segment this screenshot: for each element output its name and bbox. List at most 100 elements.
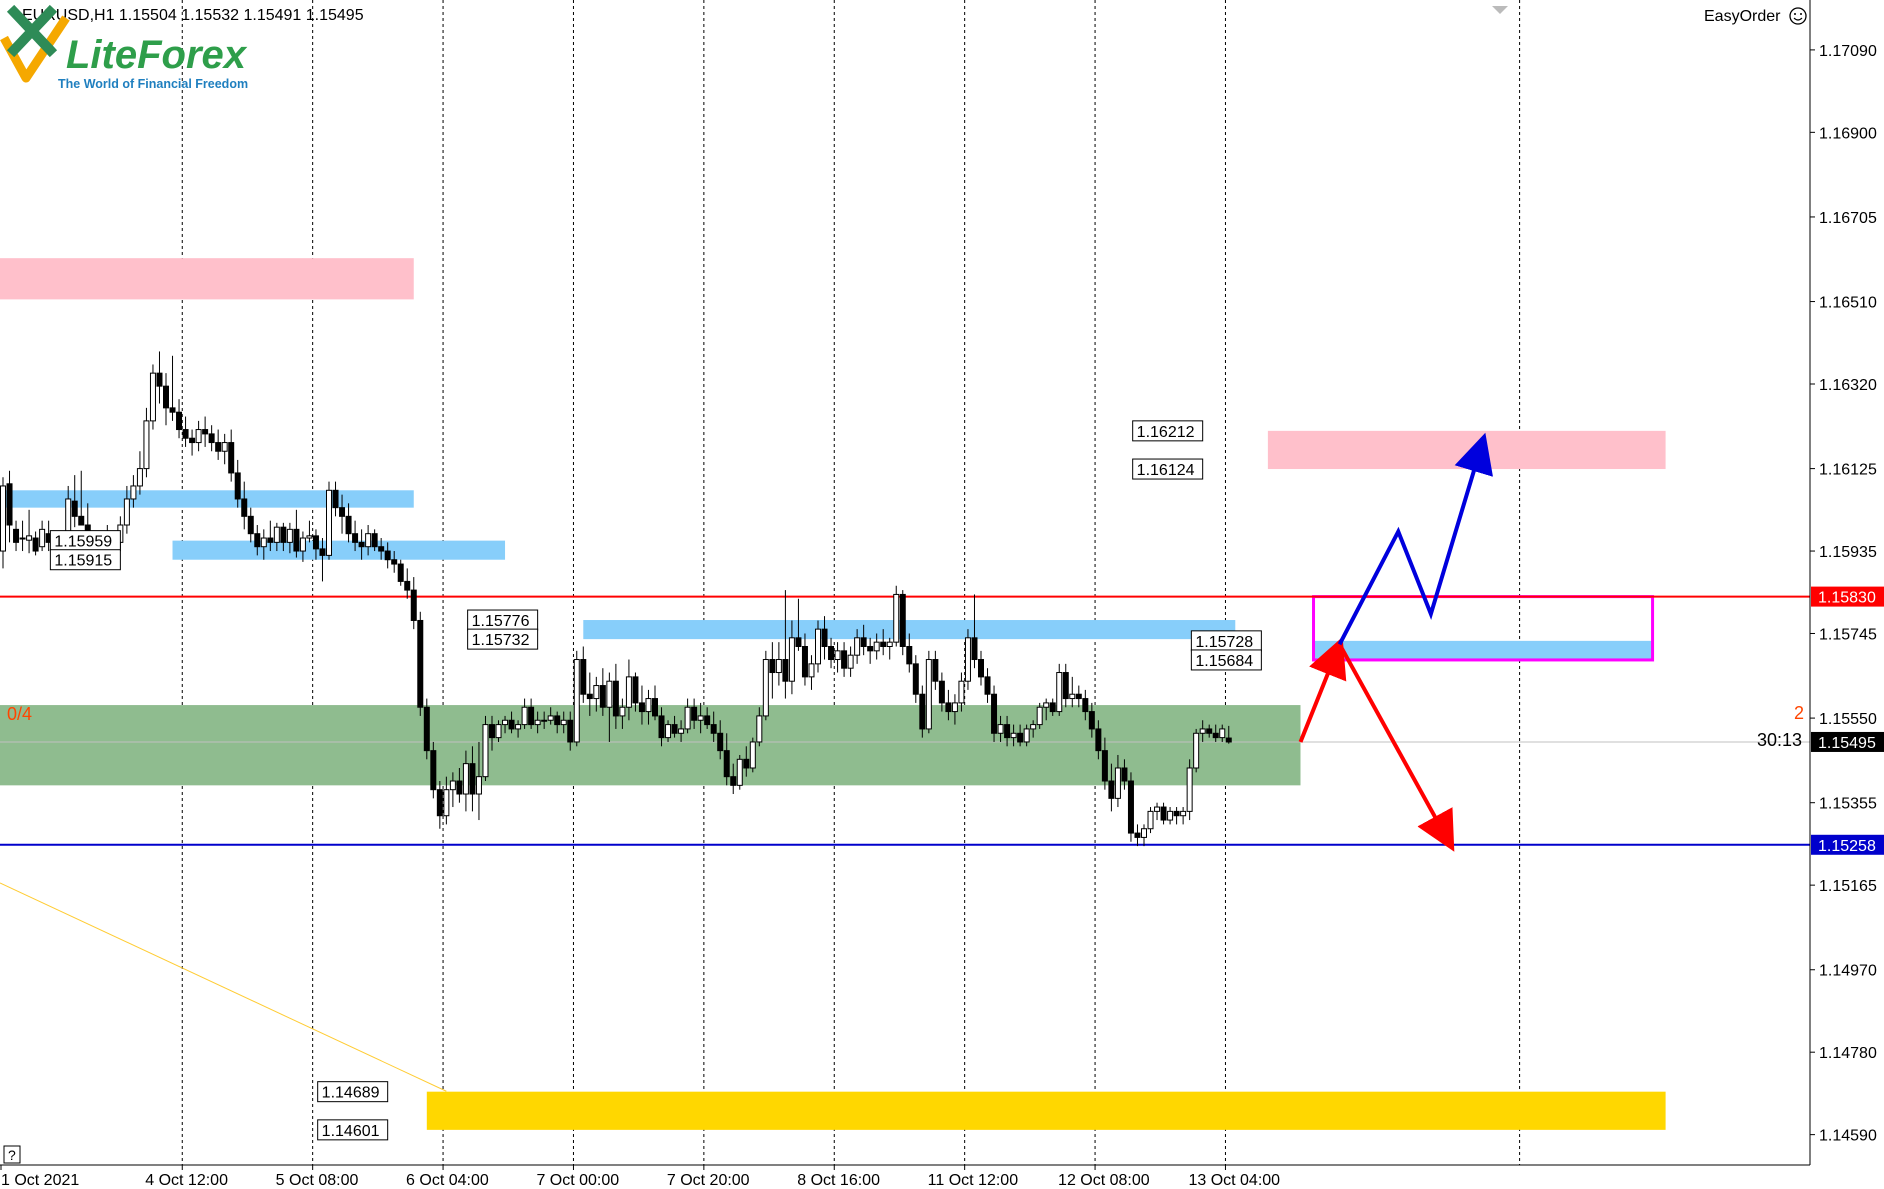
candle-up <box>1199 728 1206 734</box>
candle-up <box>1141 828 1147 838</box>
price-tag-label: 1.15830 <box>1818 590 1876 607</box>
candle-up <box>964 637 971 682</box>
trend-line <box>0 882 447 1092</box>
candle-down <box>312 535 319 550</box>
candle-up <box>788 637 795 682</box>
help-label[interactable]: ? <box>8 1147 16 1163</box>
candle-down <box>489 724 495 739</box>
logo-brand: LiteForex <box>66 33 248 77</box>
y-tick-label: 1.17090 <box>1819 43 1877 60</box>
candle-down <box>469 763 476 795</box>
candle-down <box>32 537 39 552</box>
pink-zone <box>0 258 414 300</box>
y-tick-label: 1.15355 <box>1819 796 1877 813</box>
candle-down <box>567 719 574 743</box>
candle-down <box>378 546 385 552</box>
candle-down <box>430 750 437 791</box>
green-zone <box>0 705 1301 786</box>
candle-up <box>1154 806 1161 812</box>
smiley-icon[interactable] <box>1789 7 1807 25</box>
candle-down <box>860 637 867 647</box>
candle-down <box>215 442 222 452</box>
candle-up <box>502 719 509 726</box>
candle-up <box>521 706 528 726</box>
candle-up <box>149 372 156 422</box>
candle-down <box>769 659 776 674</box>
x-tick-label: 13 Oct 04:00 <box>1188 1172 1280 1189</box>
candle-down <box>1108 780 1115 799</box>
price-tag <box>1811 731 1884 752</box>
y-tick-label: 1.15745 <box>1819 626 1877 643</box>
y-tick-label: 1.16900 <box>1819 125 1877 142</box>
price-label-box <box>1132 458 1204 480</box>
price-tag-label: 1.15258 <box>1818 838 1876 855</box>
easy-order-label[interactable]: EasyOrder <box>1704 8 1781 25</box>
x-tick-label: 6 Oct 04:00 <box>406 1172 489 1189</box>
price-labels: 1.15959 1.15915 1.15776 1.15732 1.16212 1.161… <box>49 420 1262 1141</box>
candle-down <box>580 659 587 695</box>
x-tick-label: 4 Oct 12:00 <box>145 1172 228 1189</box>
price-tag-label: 1.15495 <box>1818 735 1876 752</box>
candle-up <box>1056 672 1063 713</box>
candle-up <box>775 659 782 674</box>
candle-up <box>1219 728 1226 739</box>
x-tick-label: 8 Oct 16:00 <box>797 1172 880 1189</box>
candle-up <box>958 680 965 704</box>
candle-up <box>365 533 372 548</box>
y-tick-label: 1.14590 <box>1819 1128 1877 1145</box>
candle-down <box>1062 672 1069 700</box>
lightblue-zone <box>1313 640 1653 660</box>
liteforex-logo: LiteForex The World of Financial Freedom <box>0 4 248 91</box>
candle-down <box>723 750 730 778</box>
scroll-marker-icon[interactable] <box>1492 6 1508 14</box>
candle-up <box>143 420 150 470</box>
candle-up <box>1114 767 1121 799</box>
candle-down <box>938 680 945 704</box>
candle-up <box>1069 693 1076 700</box>
candle-up <box>547 715 554 721</box>
candle-down <box>919 693 926 730</box>
candle-down <box>945 702 952 713</box>
candle-down <box>1095 728 1102 752</box>
candle-down <box>358 541 365 548</box>
candle-down <box>176 411 183 431</box>
candle-up <box>299 537 306 552</box>
candle-down <box>1101 750 1108 782</box>
candle-up <box>619 706 626 717</box>
candle-down <box>1173 810 1180 817</box>
candle-up <box>593 685 600 700</box>
price-tag <box>1811 586 1884 607</box>
candle-down <box>208 433 215 444</box>
candle-down <box>384 550 391 561</box>
candle-down <box>241 498 248 517</box>
candle-up <box>1186 767 1193 812</box>
candle-up <box>1147 810 1154 830</box>
candle-up <box>449 780 456 791</box>
candle-up <box>534 719 541 726</box>
candle-up <box>665 724 672 739</box>
candle-down <box>339 507 346 517</box>
x-tick-label: 7 Oct 20:00 <box>667 1172 750 1189</box>
forecast-red-up-arrow <box>1298 636 1347 743</box>
candle-up <box>482 724 489 778</box>
price-label: 1.15959 <box>54 534 112 551</box>
candle-down <box>71 500 78 517</box>
forecast-arrows <box>1298 432 1493 852</box>
candle-up <box>762 659 769 717</box>
candle-down <box>671 724 678 734</box>
right-side-label: 2 <box>1794 703 1804 723</box>
candle-down <box>782 659 789 682</box>
y-tick-label: 1.14780 <box>1819 1045 1877 1062</box>
pink-zone <box>1267 430 1666 470</box>
y-tick-label: 1.15165 <box>1819 878 1877 895</box>
candle-up <box>1180 810 1187 817</box>
y-tick-label: 1.15935 <box>1819 544 1877 561</box>
price-label: 1.16212 <box>1137 424 1195 441</box>
help-button[interactable] <box>3 1145 21 1164</box>
candle-up <box>136 468 143 487</box>
candle-up <box>808 663 815 678</box>
candle-down <box>554 715 561 726</box>
price-label-box <box>467 628 539 650</box>
candle-down <box>345 515 352 535</box>
